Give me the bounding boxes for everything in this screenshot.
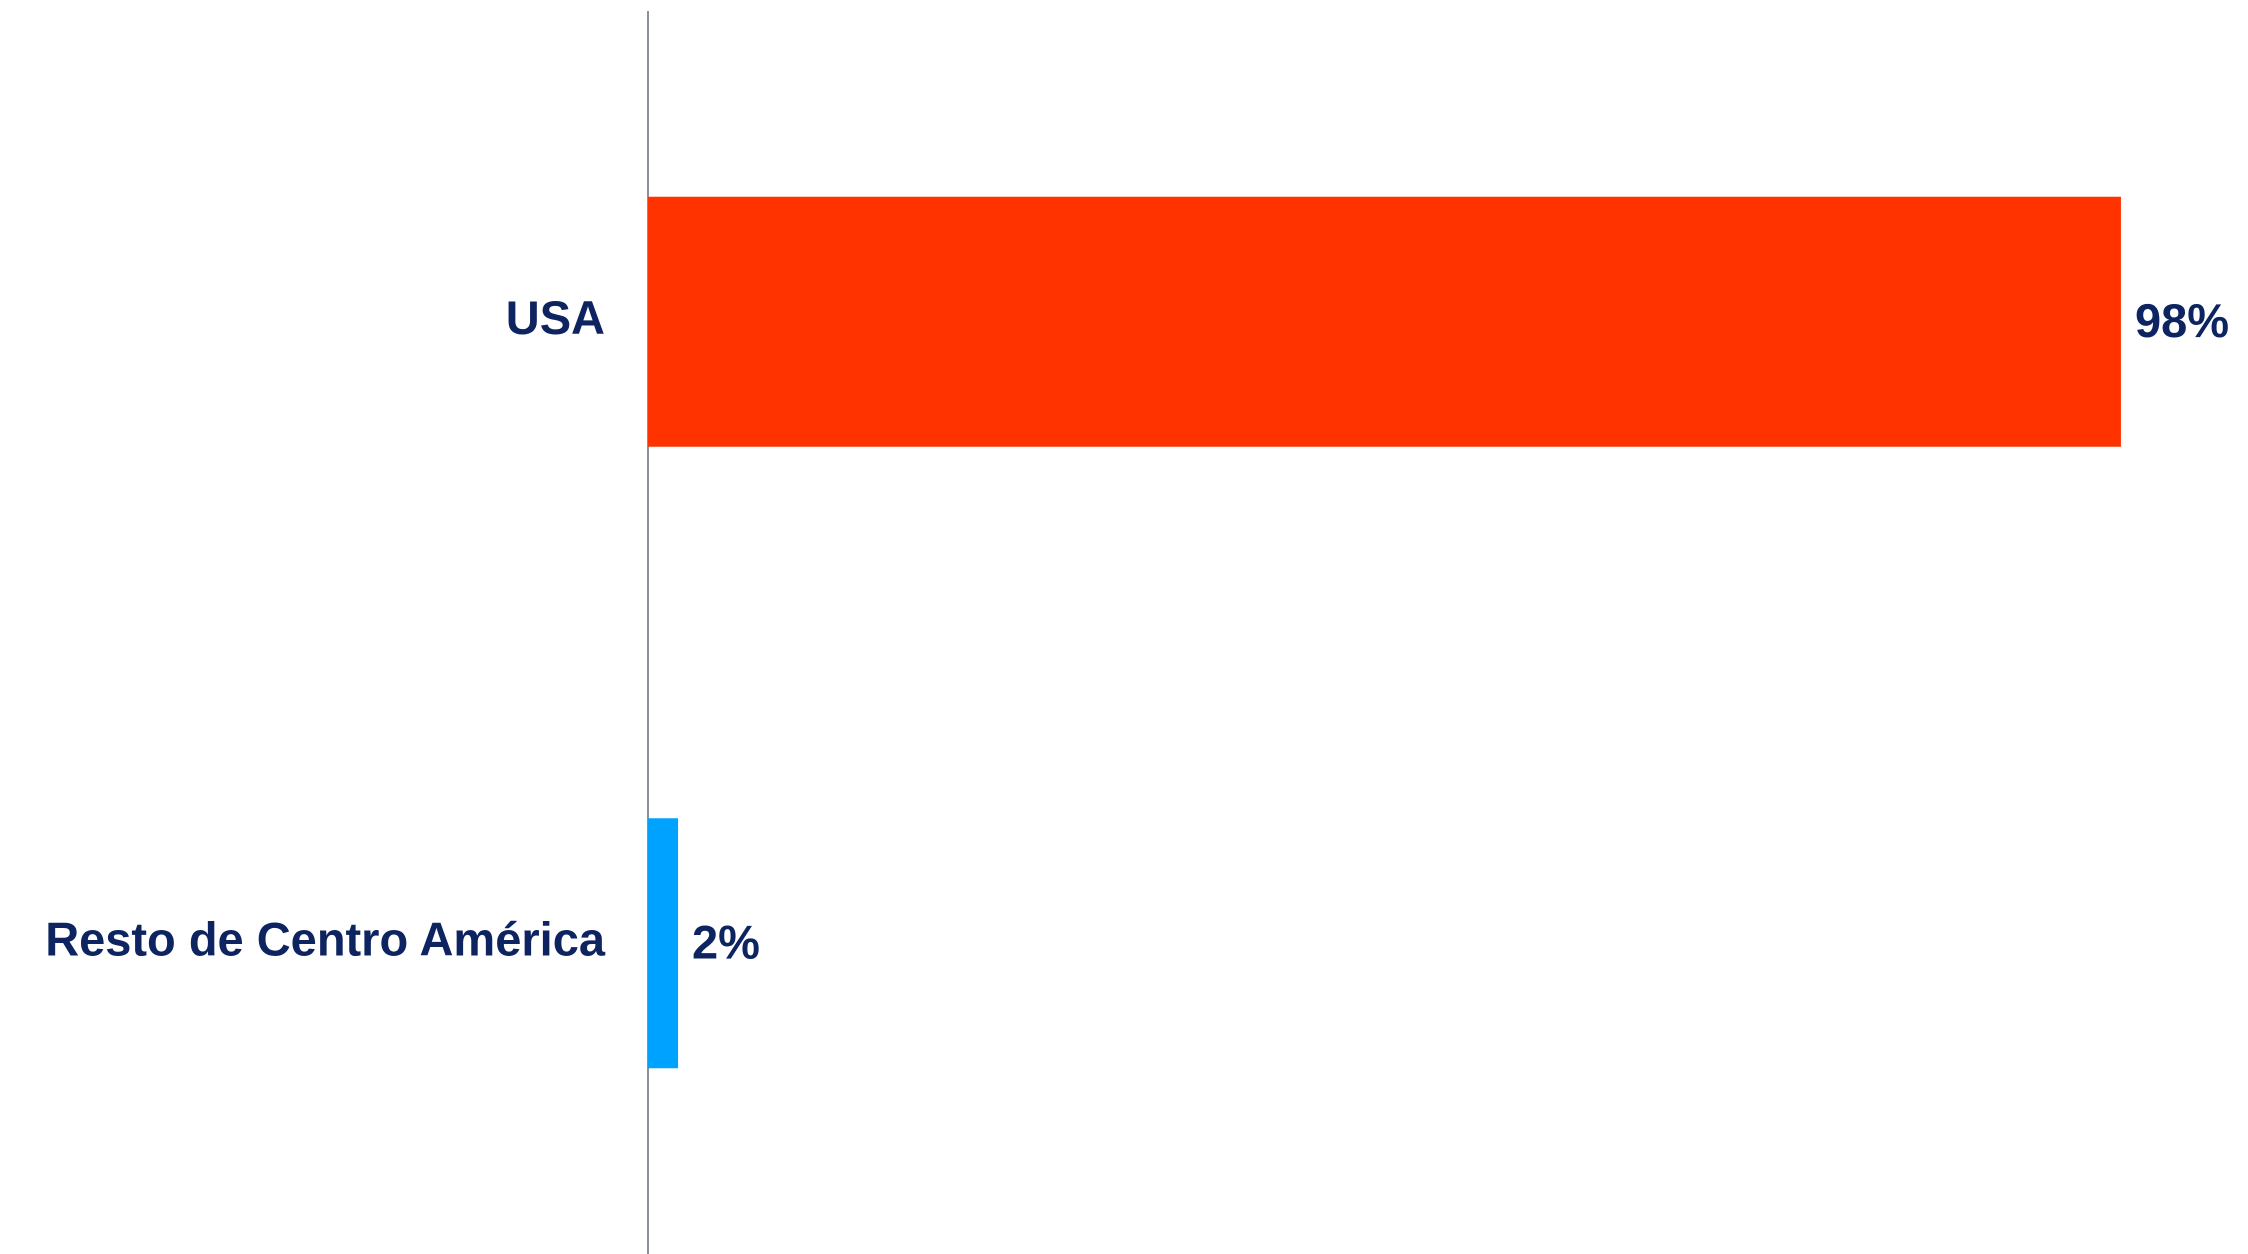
bar	[648, 196, 2121, 447]
category-label: USA	[506, 291, 605, 344]
bar	[648, 818, 679, 1069]
value-label: 2%	[692, 916, 760, 969]
category-label: Resto de Centro América	[45, 913, 606, 966]
value-label: 98%	[2135, 294, 2229, 347]
